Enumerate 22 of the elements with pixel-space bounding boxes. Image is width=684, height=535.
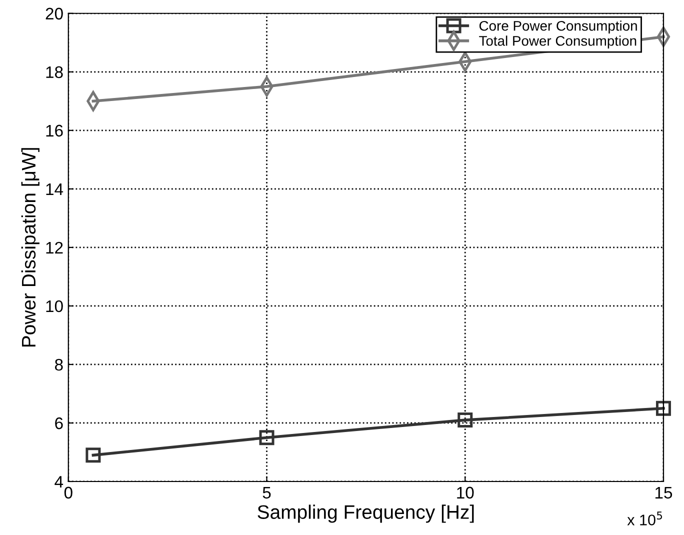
y-tick-label: 12 xyxy=(46,242,63,254)
y-tick-label: 14 xyxy=(46,183,64,195)
point xyxy=(86,448,101,463)
point xyxy=(259,430,274,446)
y-tick-label: 18 xyxy=(46,66,63,78)
point xyxy=(656,400,671,416)
x-tick-label: 5 xyxy=(262,486,271,499)
y-tick-label: 6 xyxy=(55,417,63,430)
y-tick-label: 8 xyxy=(54,358,63,371)
x-tick-label: 15 xyxy=(655,486,672,499)
point xyxy=(458,412,473,428)
x-tick-label: 0 xyxy=(64,486,72,499)
text: x 10$^{5}$ xyxy=(627,512,662,526)
y-tick-label: 16 xyxy=(46,124,63,137)
y-axis-title: Power Dissipation [μW] xyxy=(21,148,40,347)
y-tick-label: 4 xyxy=(54,476,64,488)
y-tick-label: 10 xyxy=(46,300,63,312)
x-axis-title: Sampling Frequency [Hz] xyxy=(258,504,474,523)
y-tick-label: 20 xyxy=(46,8,63,20)
x-tick-label: 10 xyxy=(457,486,474,499)
legend-label: Core Power Consumption xyxy=(479,20,637,34)
legend-label: Total Power Consumption xyxy=(479,36,636,49)
